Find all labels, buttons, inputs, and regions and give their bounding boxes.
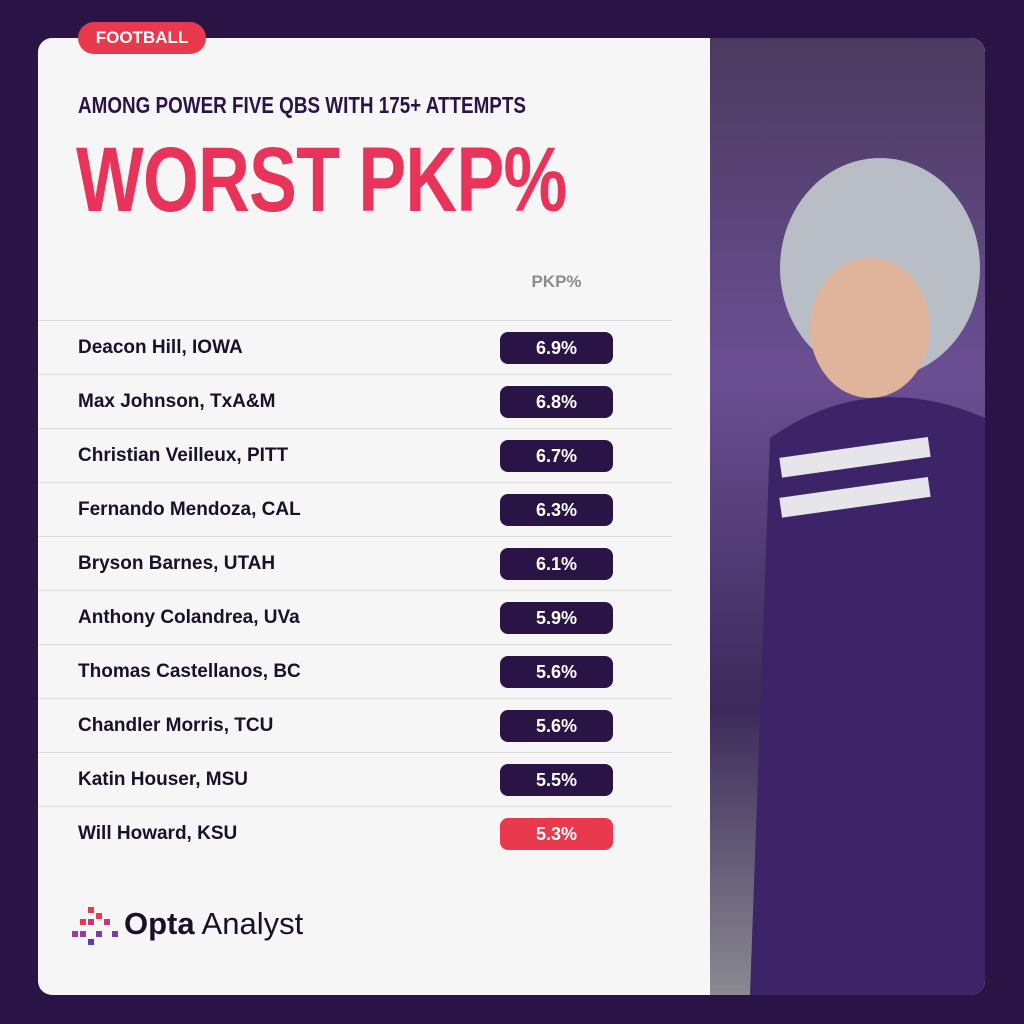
table-row: Anthony Colandrea, UVa 5.9% xyxy=(38,590,672,645)
table-row: Christian Veilleux, PITT 6.7% xyxy=(38,428,672,483)
player-name: Max Johnson, TxA&M xyxy=(78,391,276,412)
player-name: Deacon Hill, IOWA xyxy=(78,337,243,358)
value-pill: 6.3% xyxy=(500,494,613,526)
value-pill: 6.1% xyxy=(500,548,613,580)
value-pill: 5.6% xyxy=(500,656,613,688)
card xyxy=(38,38,985,995)
value-pill: 5.9% xyxy=(500,602,613,634)
player-name: Anthony Colandrea, UVa xyxy=(78,607,300,628)
photo-art xyxy=(750,158,985,995)
table-row: Will Howard, KSU 5.3% xyxy=(38,806,672,861)
table-row: Deacon Hill, IOWA 6.9% xyxy=(38,320,672,375)
title: WORST PKP% xyxy=(76,129,567,231)
player-name: Will Howard, KSU xyxy=(78,823,238,844)
player-name: Chandler Morris, TCU xyxy=(78,715,274,736)
table-row: Chandler Morris, TCU 5.6% xyxy=(38,698,672,753)
value-pill: 6.8% xyxy=(500,386,613,418)
player-name: Bryson Barnes, UTAH xyxy=(78,553,276,574)
brand: Opta Analyst xyxy=(124,906,303,942)
logo-mark xyxy=(72,907,118,945)
table-row: Max Johnson, TxA&M 6.8% xyxy=(38,374,672,429)
value-pill: 5.6% xyxy=(500,710,613,742)
player-name: Katin Houser, MSU xyxy=(78,769,248,790)
brand-suffix: Analyst xyxy=(201,906,304,941)
player-photo xyxy=(710,38,985,995)
table-row: Thomas Castellanos, BC 5.6% xyxy=(38,644,672,699)
value-pill: 5.3% xyxy=(500,818,613,850)
table-row: Katin Houser, MSU 5.5% xyxy=(38,752,672,807)
player-name: Fernando Mendoza, CAL xyxy=(78,499,301,520)
table-row: Bryson Barnes, UTAH 6.1% xyxy=(38,536,672,591)
brand-name: Opta xyxy=(124,906,195,941)
value-pill: 6.9% xyxy=(500,332,613,364)
value-pill: 6.7% xyxy=(500,440,613,472)
player-name: Christian Veilleux, PITT xyxy=(78,445,289,466)
value-pill: 5.5% xyxy=(500,764,613,796)
column-header: PKP% xyxy=(531,272,582,291)
tag: FOOTBALL xyxy=(78,22,206,54)
player-name: Thomas Castellanos, BC xyxy=(78,661,301,682)
subtitle: AMONG POWER FIVE QBS WITH 175+ ATTEMPTS xyxy=(78,92,526,118)
table-row: Fernando Mendoza, CAL 6.3% xyxy=(38,482,672,537)
